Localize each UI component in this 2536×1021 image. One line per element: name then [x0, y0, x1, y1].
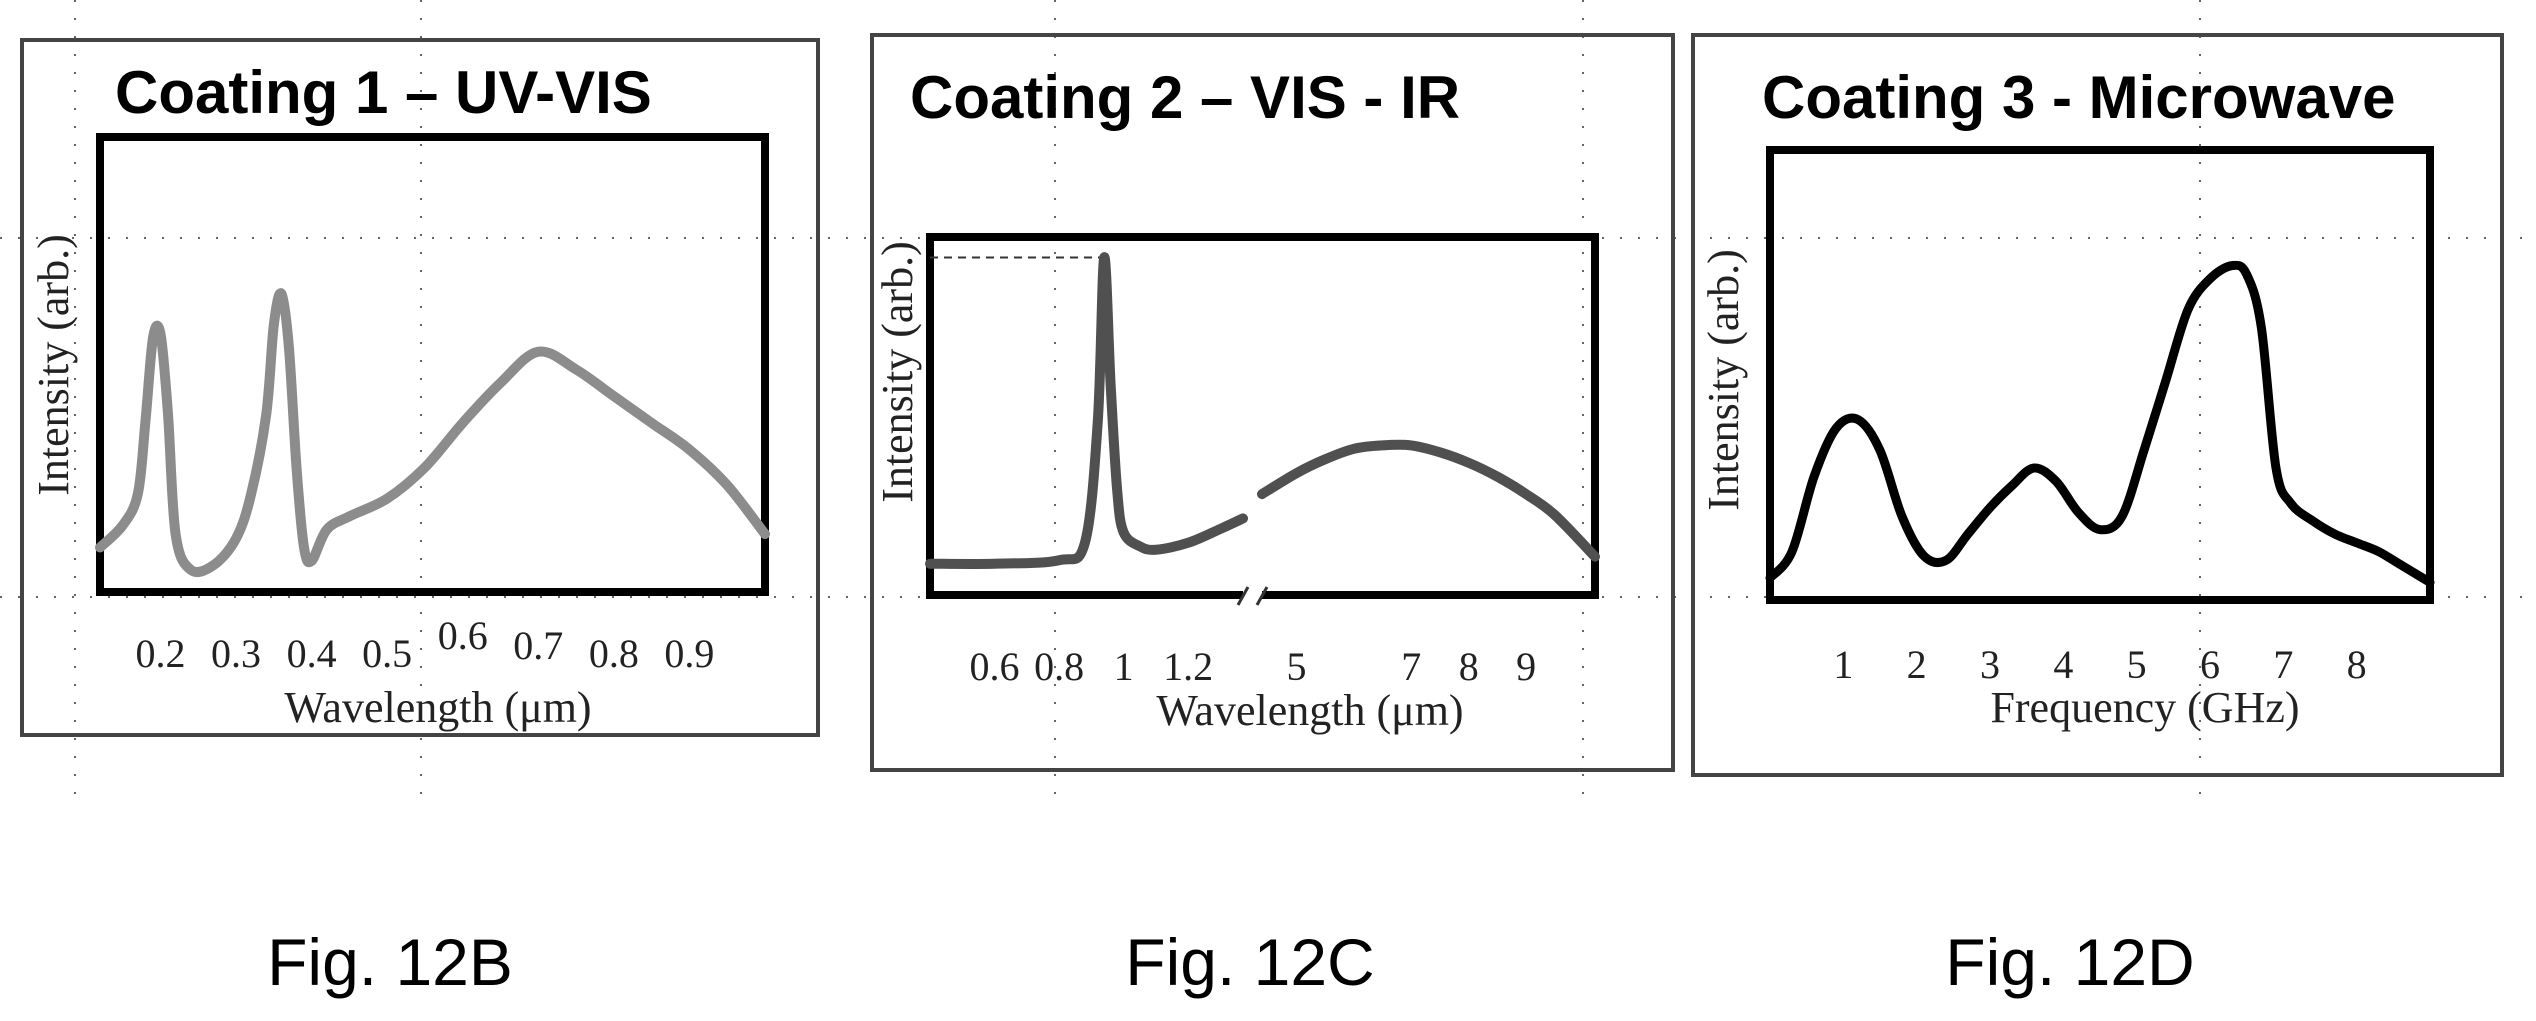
- x-tick-label: 6: [2200, 642, 2220, 687]
- x-tick-label: 5: [1286, 644, 1306, 689]
- chart-title: Coating 3 - Microwave: [1762, 64, 2395, 131]
- figure-caption: Fig. 12C: [1125, 925, 1374, 999]
- chart-panel-1: Coating 1 – UV-VIS Intensity (arb.) Wavele…: [20, 38, 820, 737]
- figure-caption: Fig. 12D: [1945, 925, 2194, 999]
- series-line-1: [95, 288, 770, 577]
- plot-area: [1766, 146, 2434, 604]
- x-tick-label: 0.8: [1034, 644, 1084, 689]
- x-tick-label: 0.4: [287, 631, 337, 676]
- x-tick-label: 0.2: [135, 631, 185, 676]
- x-tick-label: 1.2: [1163, 644, 1213, 689]
- plot-area: [96, 133, 769, 596]
- x-tick-label: 4: [2053, 642, 2073, 687]
- x-tick-label: 1: [1833, 642, 1853, 687]
- chart-title: Coating 1 – UV-VIS: [115, 59, 652, 126]
- x-tick-label: 8: [1459, 644, 1479, 689]
- chart-panel-2: Coating 2 – VIS - IR Intensity (arb.) Wave…: [870, 33, 1675, 772]
- panel-frame: [870, 33, 1675, 772]
- plot-area: [926, 233, 1599, 599]
- x-axis-label: Wavelength (μm): [1156, 686, 1463, 735]
- x-tick-label: 9: [1516, 644, 1536, 689]
- x-tick-label: 0.8: [589, 631, 639, 676]
- x-tick-label: 0.5: [362, 631, 412, 676]
- x-tick-label: 0.7: [513, 623, 563, 668]
- panel-frame: [1691, 33, 2504, 777]
- x-tick-label: 3: [1980, 642, 2000, 687]
- series-line-1: [925, 252, 1248, 569]
- series-line-1: [1765, 260, 2435, 587]
- x-tick-label: 5: [2127, 642, 2147, 687]
- x-tick-label: 0.6: [438, 613, 488, 658]
- grid-overlay: [0, 0, 2536, 800]
- x-tick-label: 8: [2347, 642, 2367, 687]
- y-axis-label: Intensity (arb.): [1699, 249, 1748, 510]
- axis-break-gap: [1243, 589, 1262, 603]
- x-tick-label: 0.6: [970, 644, 1020, 689]
- x-axis-label: Wavelength (μm): [284, 683, 591, 732]
- chart-panel-3: Coating 3 - Microwave Intensity (arb.) Fre…: [1691, 33, 2504, 777]
- x-tick-label: 0.3: [211, 631, 261, 676]
- axis-break-mark: [1255, 586, 1269, 606]
- x-tick-label: 0.9: [664, 631, 714, 676]
- x-tick-label: 7: [1401, 644, 1421, 689]
- axis-break-mark: [1236, 586, 1250, 606]
- figure-caption: Fig. 12B: [267, 925, 513, 999]
- y-axis-label: Intensity (arb.): [873, 241, 922, 502]
- y-axis-label: Intensity (arb.): [29, 234, 78, 495]
- x-axis-label: Frequency (GHz): [1990, 683, 2299, 732]
- x-tick-label: 1: [1114, 644, 1134, 689]
- x-tick-label: 7: [2273, 642, 2293, 687]
- panel-frame: [20, 38, 820, 737]
- series-line-2: [1257, 439, 1600, 562]
- chart-title: Coating 2 – VIS - IR: [910, 64, 1460, 131]
- x-tick-label: 2: [1907, 642, 1927, 687]
